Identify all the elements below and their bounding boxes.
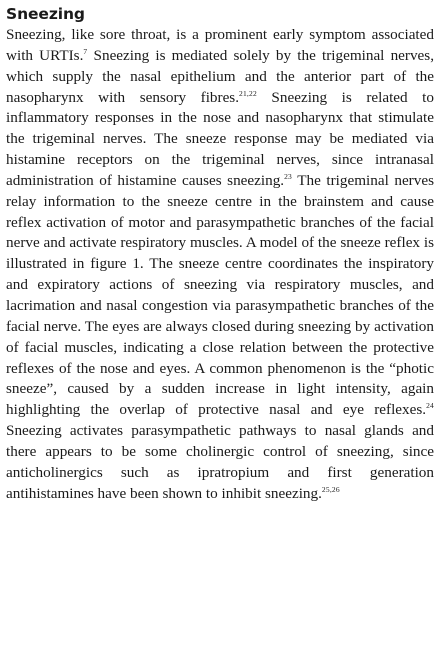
paragraph-text: Sneezing is mediated solely by the trige… xyxy=(6,46,435,106)
paragraph-text: Sneezing, like sore throat, is a promine… xyxy=(6,26,434,64)
citation-ref: 24 xyxy=(426,401,434,411)
paragraph-text: The trigeminal nerves relay information … xyxy=(6,171,434,419)
paragraph-text: Sneezing activates parasympathetic pathw… xyxy=(6,422,434,502)
citation-ref: 21,22 xyxy=(239,88,257,98)
citation-ref: 23 xyxy=(284,171,293,181)
citation-ref: 25,26 xyxy=(321,484,340,494)
paragraph-text: Sneezing is related to inflammatory resp… xyxy=(6,88,434,189)
section-paragraph: Sneezing, like sore throat, is a promine… xyxy=(6,25,434,504)
section-heading: Sneezing xyxy=(6,5,85,23)
citation-ref: 7 xyxy=(83,46,88,56)
